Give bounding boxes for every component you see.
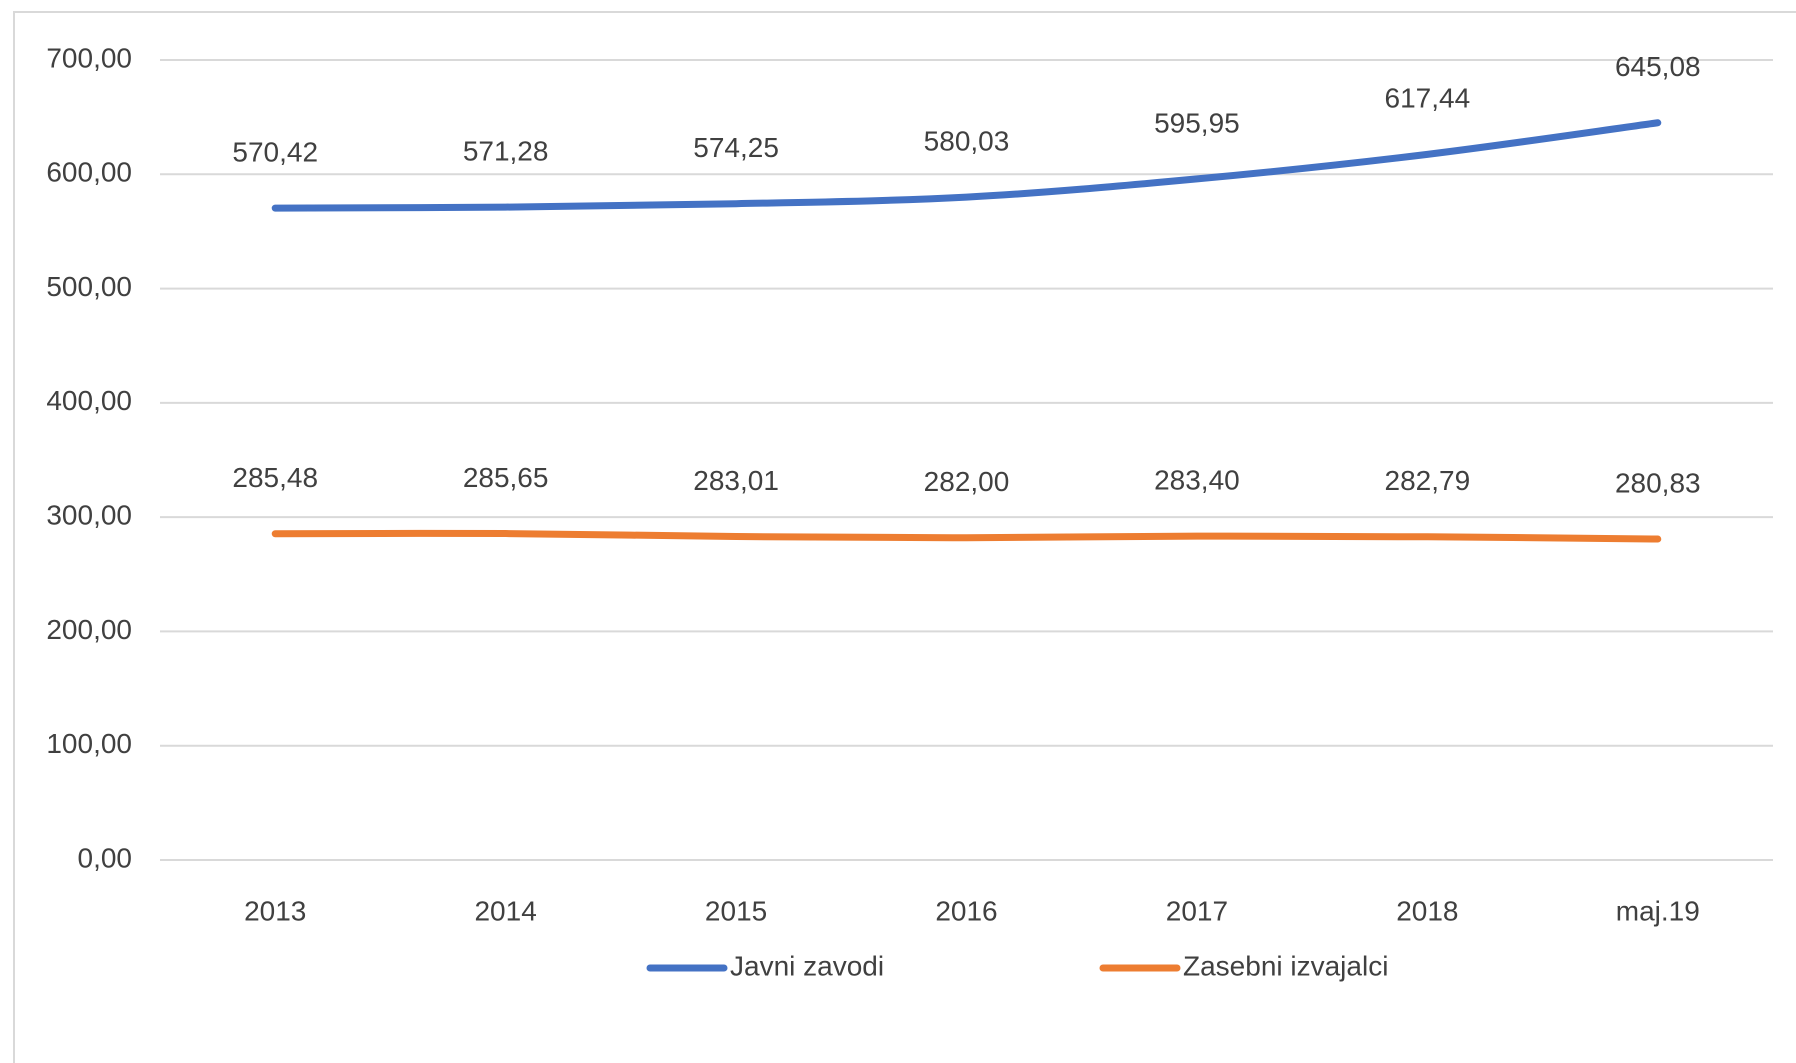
data-label: 595,95 xyxy=(1154,107,1240,138)
y-tick-label: 100,00 xyxy=(46,728,132,759)
x-tick-label: 2016 xyxy=(935,895,997,926)
x-tick-label: 2014 xyxy=(474,895,536,926)
data-label: 283,40 xyxy=(1154,465,1240,496)
data-label: 574,25 xyxy=(693,132,779,163)
data-label: 283,01 xyxy=(693,465,779,496)
y-tick-label: 700,00 xyxy=(46,42,132,73)
data-label: 282,00 xyxy=(924,466,1010,497)
series-line xyxy=(271,529,1662,543)
data-label: 280,83 xyxy=(1615,467,1701,498)
data-label: 285,48 xyxy=(232,462,318,493)
x-tick-label: maj.19 xyxy=(1616,895,1700,926)
y-tick-label: 0,00 xyxy=(78,842,133,873)
data-label: 645,08 xyxy=(1615,51,1701,82)
data-label: 570,42 xyxy=(232,136,318,167)
legend-label: Zasebni izvajalci xyxy=(1183,950,1388,981)
data-label: 571,28 xyxy=(463,135,549,166)
x-tick-label: 2015 xyxy=(705,895,767,926)
chart-frame xyxy=(13,11,1796,1063)
data-label: 282,79 xyxy=(1385,465,1471,496)
data-label: 285,65 xyxy=(463,462,549,493)
y-tick-label: 300,00 xyxy=(46,500,132,531)
y-tick-label: 400,00 xyxy=(46,385,132,416)
legend-label: Javni zavodi xyxy=(730,950,884,981)
series-line xyxy=(271,119,1662,212)
y-tick-label: 200,00 xyxy=(46,614,132,645)
y-tick-label: 500,00 xyxy=(46,271,132,302)
data-label: 617,44 xyxy=(1385,83,1471,114)
x-tick-label: 2017 xyxy=(1166,895,1228,926)
x-tick-label: 2018 xyxy=(1396,895,1458,926)
x-tick-label: 2013 xyxy=(244,895,306,926)
data-label: 580,03 xyxy=(924,125,1010,156)
y-tick-label: 600,00 xyxy=(46,157,132,188)
